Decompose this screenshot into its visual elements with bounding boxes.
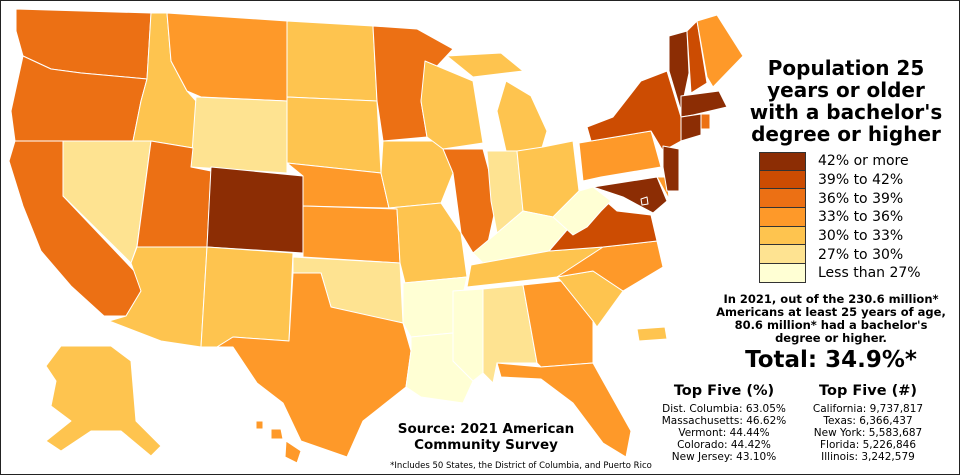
title-line: with a bachelor's — [749, 100, 943, 124]
top-five-item: Florida: 5,226,846 — [819, 439, 917, 451]
state-vt — [668, 30, 690, 112]
source-note: Source: 2021 American Community Survey — [381, 421, 591, 453]
state-nm — [200, 246, 294, 348]
top-five-item: Massachusetts: 46.62% — [661, 415, 787, 427]
top-five-item: Vermont: 44.44% — [678, 427, 770, 439]
top-five-percent: Top Five (%) Dist. Columbia: 63.05% Mass… — [654, 383, 794, 463]
state-ia — [380, 140, 454, 209]
legend-item: 27% to 30% — [759, 245, 921, 265]
top-five-item: New York: 5,583,687 — [813, 427, 923, 439]
us-choropleth-map — [8, 8, 744, 464]
state-hi — [270, 428, 284, 440]
state-nd — [286, 20, 378, 102]
state-nj — [662, 145, 680, 192]
footnote: *Includes 50 States, the District of Col… — [390, 461, 652, 471]
state-tx — [216, 272, 412, 458]
legend-label: 27% to 30% — [818, 246, 904, 263]
top-five-number: Top Five (#) California: 9,737,817 Texas… — [798, 383, 938, 463]
state-mi — [446, 52, 524, 78]
top-five-item: Texas: 6,366,437 — [823, 415, 913, 427]
top-five-item: Illinois: 3,242,579 — [821, 451, 915, 463]
top-five-item: Colorado: 44.42% — [677, 439, 771, 451]
legend-label: Less than 27% — [818, 265, 921, 282]
legend-swatch — [759, 245, 806, 265]
summary-line: degree or higher. — [775, 331, 887, 345]
legend-swatch — [759, 170, 806, 190]
state-co — [206, 166, 304, 254]
title-line: degree or higher — [751, 122, 941, 146]
legend-label: 33% to 36% — [818, 209, 904, 226]
state-ct — [680, 113, 702, 142]
summary-line: In 2021, out of the 230.6 million* — [723, 292, 939, 306]
legend-swatch — [759, 226, 806, 246]
legend-item: Less than 27% — [759, 264, 921, 283]
state-nh — [686, 20, 708, 94]
state-wv — [552, 186, 612, 236]
state-wy — [190, 96, 288, 174]
state-mt — [166, 12, 288, 102]
legend-item: 42% or more — [759, 152, 921, 171]
state-me — [696, 14, 744, 88]
state-ri — [700, 113, 711, 130]
top-five-number-heading: Top Five (#) — [819, 383, 917, 399]
legend-swatch — [759, 152, 806, 171]
top-five-percent-heading: Top Five (%) — [673, 383, 775, 399]
title-line: years or older — [767, 78, 925, 102]
legend-label: 30% to 33% — [818, 228, 904, 245]
legend-label: 42% or more — [818, 153, 909, 170]
state-hi — [255, 420, 264, 430]
legend-item: 33% to 36% — [759, 208, 921, 227]
state-hi — [284, 440, 302, 464]
map-title: Population 25 years or older with a bach… — [736, 57, 956, 145]
legend-item: 36% to 39% — [759, 189, 921, 209]
title-line: Population 25 — [767, 56, 925, 80]
state-fl — [496, 362, 632, 458]
legend-label: 36% to 39% — [818, 190, 904, 207]
state-ak — [45, 345, 162, 457]
state-ks — [302, 205, 401, 264]
top-five-item: New Jersey: 43.10% — [671, 451, 777, 463]
summary-text: In 2021, out of the 230.6 million* Ameri… — [701, 292, 959, 345]
state-dc — [640, 196, 649, 206]
top-five-item: Dist. Columbia: 63.05% — [662, 403, 786, 415]
source-line: Community Survey — [414, 437, 558, 453]
state-pr — [636, 326, 668, 342]
top-five-item: California: 9,737,817 — [812, 403, 924, 415]
summary-line: 80.6 million* had a bachelor's — [734, 318, 928, 332]
legend-item: 30% to 33% — [759, 226, 921, 246]
total-value: Total: 34.9%* — [745, 347, 917, 373]
state-ma — [680, 90, 728, 118]
source-line: Source: 2021 American — [397, 421, 575, 437]
legend: 42% or more 39% to 42% 36% to 39% 33% to 36… — [759, 152, 921, 283]
summary-line: Americans at least 25 years of age, — [716, 305, 946, 319]
legend-swatch — [759, 208, 806, 227]
legend-item: 39% to 42% — [759, 170, 921, 190]
legend-label: 39% to 42% — [818, 172, 904, 189]
state-sd — [286, 96, 382, 174]
legend-swatch — [759, 264, 806, 283]
state-mi — [496, 80, 548, 152]
legend-swatch — [759, 189, 806, 209]
